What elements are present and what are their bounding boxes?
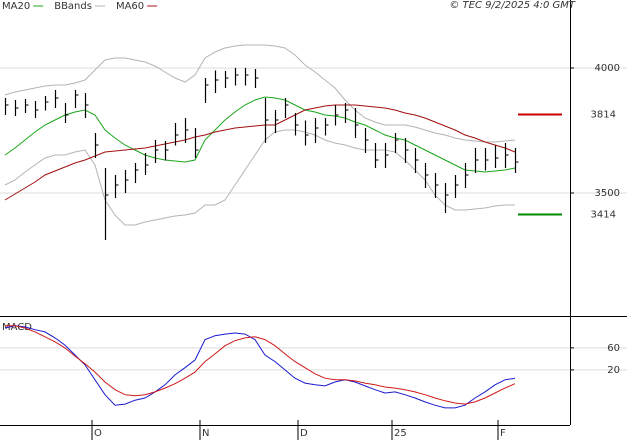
- level-label: 3414: [591, 210, 616, 221]
- macd-title: MACD: [2, 322, 32, 333]
- macd-line-1: [5, 325, 516, 405]
- x-tick-label: D: [300, 428, 308, 439]
- line-2: [4, 104, 516, 201]
- x-tick-label: 25: [394, 428, 407, 439]
- source-label: © TEC 9/2/2025 4:0 GMT: [449, 0, 576, 11]
- line-0: [4, 96, 516, 173]
- level-label: 3814: [591, 110, 616, 121]
- band-upper: [4, 44, 516, 143]
- legend-label: MA60: [116, 1, 144, 12]
- x-tick-label: F: [500, 428, 506, 439]
- y-tick-label: 3500: [595, 188, 620, 199]
- y-tick-label: 4000: [595, 63, 620, 74]
- legend-label: MA20: [2, 1, 30, 12]
- y-tick-label: 60: [607, 343, 620, 354]
- y-tick-label: 20: [607, 365, 620, 376]
- x-tick-label: O: [94, 428, 102, 439]
- macd-line-0: [4, 325, 516, 409]
- legend-label: BBands: [54, 1, 92, 12]
- x-tick-label: N: [202, 428, 209, 439]
